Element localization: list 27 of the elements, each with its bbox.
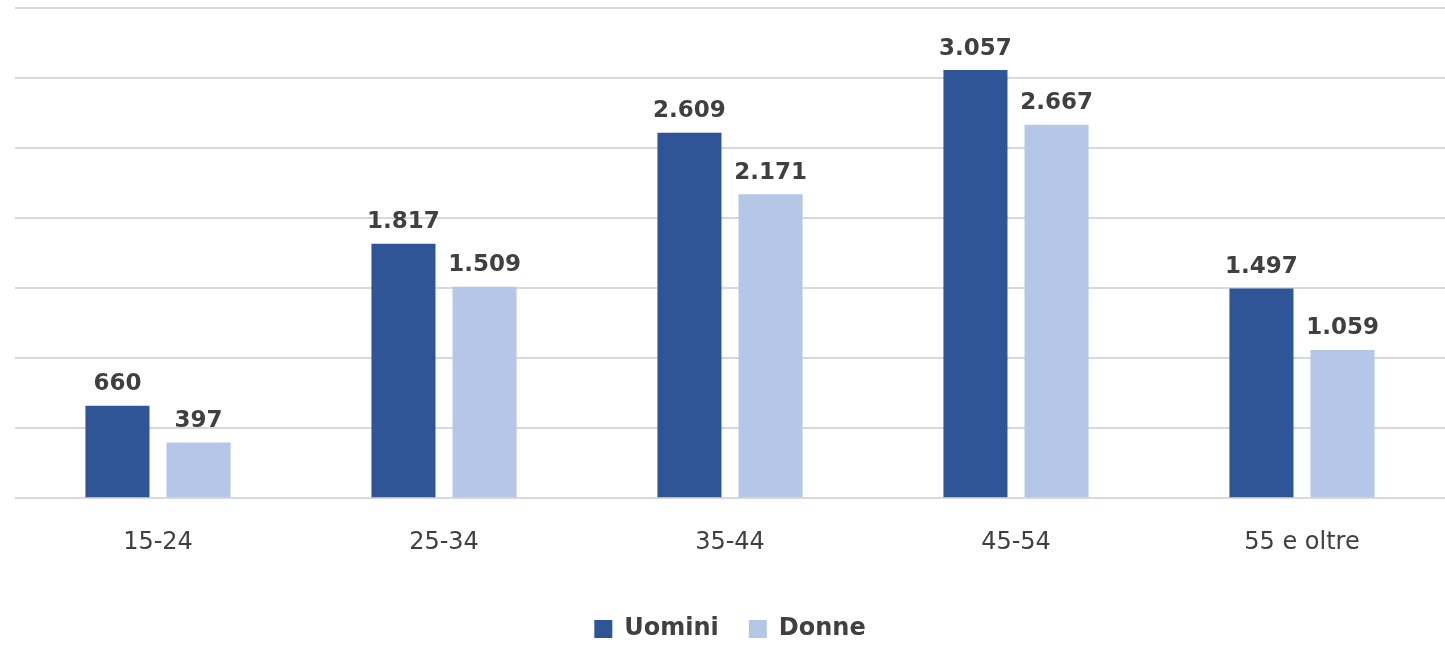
data-label: 2.609 — [653, 96, 726, 123]
data-label: 660 — [93, 369, 142, 396]
x-tick-label: 45-54 — [981, 526, 1051, 555]
data-label: 1.509 — [448, 250, 521, 277]
data-label: 3.057 — [939, 33, 1012, 60]
x-tick-label: 15-24 — [123, 526, 193, 555]
bar — [1024, 124, 1089, 498]
data-label: 1.497 — [1225, 252, 1298, 278]
bar — [85, 405, 150, 498]
x-tick-label: 35-44 — [695, 526, 765, 555]
x-tick-label: 55 e oltre — [1244, 526, 1360, 555]
data-label: 397 — [174, 406, 223, 433]
data-label: 2.667 — [1020, 88, 1093, 115]
bar — [371, 243, 436, 498]
bar — [657, 132, 722, 498]
data-label: 1.059 — [1306, 313, 1379, 340]
bar — [452, 286, 517, 498]
bar — [1310, 349, 1375, 498]
bar — [943, 70, 1008, 498]
bar — [166, 442, 231, 498]
data-label: 2.171 — [734, 157, 807, 184]
legend-label: Donne — [778, 613, 866, 642]
legend-label: Uomini — [624, 613, 719, 642]
x-tick-label: 25-34 — [409, 526, 479, 555]
bar — [1229, 288, 1294, 498]
bar — [738, 194, 803, 498]
data-label: 1.817 — [367, 207, 440, 234]
